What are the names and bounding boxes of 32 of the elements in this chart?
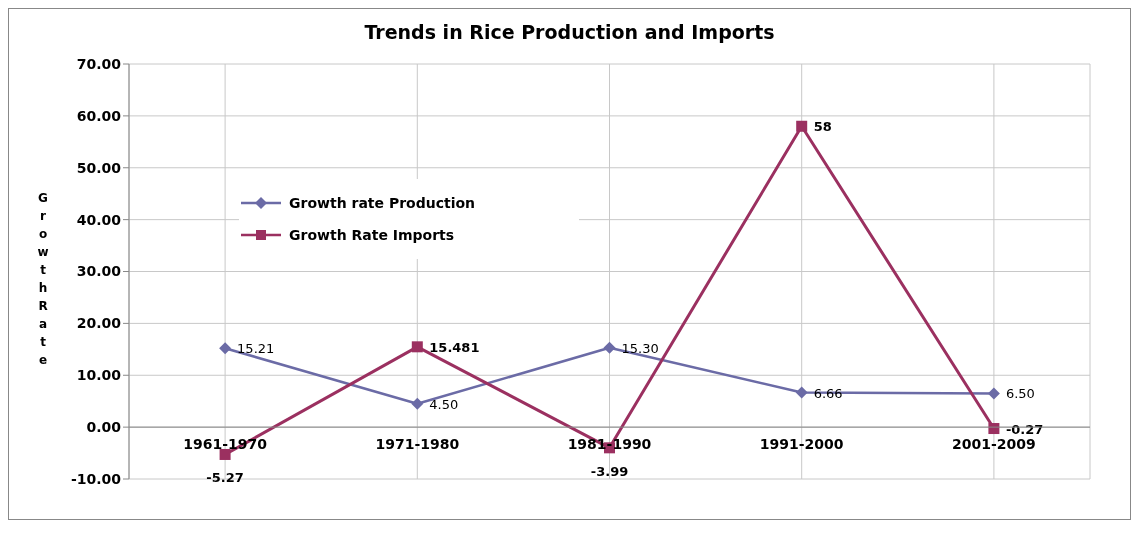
y-tick-label: 70.00 — [76, 55, 122, 72]
data-label: 15.21 — [237, 341, 275, 357]
data-label: 58 — [813, 119, 832, 135]
data-label: -5.27 — [206, 470, 244, 486]
legend-label: Growth Rate Imports — [289, 227, 455, 243]
data-label: 6.50 — [1005, 386, 1035, 402]
y-tick-label: 30.00 — [76, 263, 122, 280]
data-label: -3.99 — [590, 463, 629, 479]
y-tick-label: 60.00 — [76, 107, 122, 124]
data-label: -0.27 — [1005, 421, 1044, 437]
data-label: 4.50 — [429, 396, 459, 412]
y-tick-label: 50.00 — [76, 159, 122, 176]
point — [795, 386, 808, 399]
text: Growth Rate — [37, 191, 49, 367]
point — [796, 120, 808, 132]
point — [987, 387, 1000, 400]
legend-label: Growth rate Production — [289, 195, 476, 211]
chart-title: Trends in Rice Production and Imports — [363, 21, 776, 43]
point — [603, 341, 616, 354]
x-tick-label: 1971-1980 — [375, 436, 460, 453]
y-tick-label: -10.00 — [70, 470, 122, 487]
x-tick-label: 2001-2009 — [952, 436, 1036, 453]
y-tick-label: 20.00 — [76, 315, 122, 332]
y-tick-label: 10.00 — [76, 367, 122, 384]
point — [219, 342, 232, 355]
data-label: 15.481 — [429, 339, 480, 355]
y-tick-label: 40.00 — [76, 211, 122, 228]
y-tick-label: 0.00 — [86, 419, 122, 436]
x-tick-label: 1991-2000 — [759, 436, 844, 453]
point — [411, 341, 423, 353]
point — [411, 397, 424, 410]
data-label: 15.30 — [621, 340, 659, 356]
